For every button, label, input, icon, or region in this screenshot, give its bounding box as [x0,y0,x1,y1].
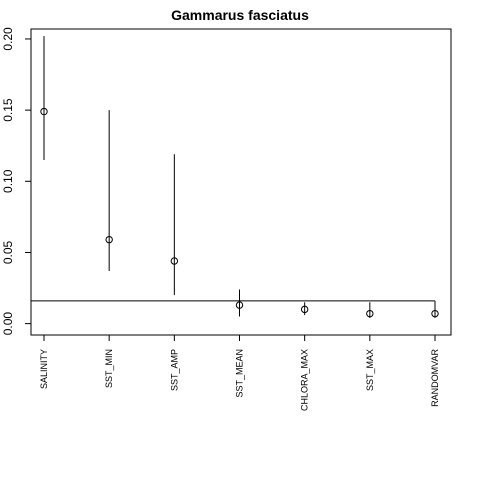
data-point-sst_mean [235,301,244,309]
plot-frame [30,28,452,336]
x-tick-label: SST_MAX [365,349,375,391]
data-point-randomvar [431,309,439,318]
data-point-sst_max [366,309,374,318]
y-tick-label: 0.05 [1,240,15,264]
chart-title: Gammarus fasciatus [171,7,309,23]
y-tick-label: 0.00 [1,312,15,336]
x-tick-label: SALINITY [39,349,49,389]
x-tick-label: SST_AMP [169,349,179,391]
data-point-sst_amp [170,257,179,265]
y-tick-label: 0.20 [1,27,15,51]
x-tick-label: SST_MIN [104,349,114,388]
y-tick-label: 0.15 [1,98,15,122]
data-point-chlora_max [300,305,309,314]
data-point-salinity [40,107,48,116]
x-tick-label: SST_MEAN [235,349,245,398]
y-tick-label: 0.10 [1,169,15,193]
x-tick-label: RANDOMVAR [430,349,440,407]
data-point-sst_min [105,235,113,244]
x-tick-label: CHLORA_MAX [300,349,310,411]
